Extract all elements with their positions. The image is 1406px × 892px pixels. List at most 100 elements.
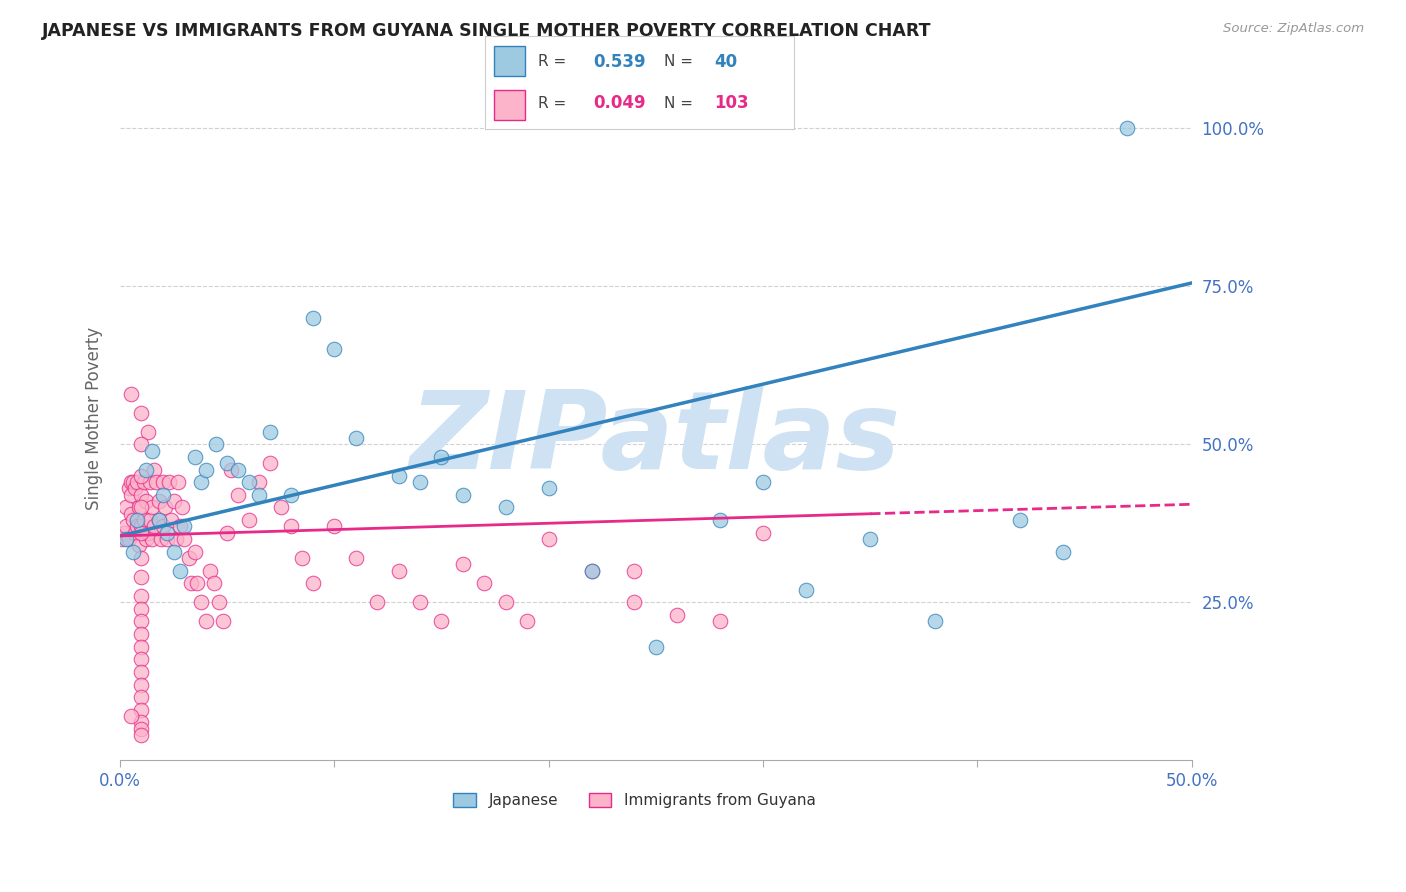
Point xyxy=(156,525,179,540)
Point xyxy=(148,513,170,527)
Point xyxy=(409,595,432,609)
Point xyxy=(184,450,207,464)
Point xyxy=(409,475,432,490)
Point xyxy=(709,513,731,527)
Point xyxy=(131,468,153,483)
Point xyxy=(128,538,150,552)
Point xyxy=(131,665,153,679)
Point xyxy=(212,614,235,628)
Point xyxy=(186,576,208,591)
Point xyxy=(131,703,153,717)
Point xyxy=(302,310,325,325)
Point xyxy=(430,450,453,464)
Point xyxy=(302,576,325,591)
Point xyxy=(131,488,153,502)
Point xyxy=(120,488,142,502)
Point xyxy=(451,488,474,502)
Point xyxy=(136,425,159,439)
Point xyxy=(139,513,162,527)
Point xyxy=(280,488,302,502)
Point xyxy=(1010,513,1032,527)
Point xyxy=(537,532,560,546)
Point xyxy=(143,519,166,533)
Point xyxy=(173,519,195,533)
Point xyxy=(644,640,666,654)
Point xyxy=(366,595,388,609)
Point xyxy=(120,507,142,521)
Point xyxy=(162,545,184,559)
Text: N =: N = xyxy=(665,95,699,111)
Point xyxy=(495,500,517,515)
Point xyxy=(152,475,174,490)
Point xyxy=(131,627,153,641)
Point xyxy=(120,709,142,723)
Point xyxy=(238,513,260,527)
Point xyxy=(117,532,139,546)
FancyBboxPatch shape xyxy=(495,90,526,120)
Point xyxy=(143,462,166,476)
Point xyxy=(156,532,179,546)
Point xyxy=(226,462,249,476)
Point xyxy=(430,614,453,628)
Point xyxy=(145,475,167,490)
Point xyxy=(115,532,138,546)
Point xyxy=(752,475,775,490)
Point xyxy=(323,519,346,533)
Point xyxy=(152,519,174,533)
Point xyxy=(135,462,157,476)
Point xyxy=(516,614,538,628)
Text: ZIPatlas: ZIPatlas xyxy=(411,386,901,492)
Text: 0.049: 0.049 xyxy=(593,95,645,112)
Point xyxy=(190,475,212,490)
Point xyxy=(859,532,882,546)
Point xyxy=(141,532,163,546)
Point xyxy=(194,614,217,628)
Point xyxy=(259,456,281,470)
Point xyxy=(124,482,146,496)
Text: 0.539: 0.539 xyxy=(593,53,645,70)
Point xyxy=(131,715,153,730)
Point xyxy=(194,462,217,476)
Point xyxy=(1052,545,1074,559)
Point xyxy=(127,475,149,490)
Point xyxy=(247,475,270,490)
Point xyxy=(131,525,153,540)
Point xyxy=(135,532,157,546)
Point xyxy=(537,482,560,496)
Text: R =: R = xyxy=(537,95,571,111)
Point xyxy=(121,513,143,527)
Point xyxy=(166,475,188,490)
Point xyxy=(131,406,153,420)
Point xyxy=(217,525,239,540)
Point xyxy=(173,532,195,546)
Point xyxy=(131,652,153,666)
Point xyxy=(127,519,149,533)
Point xyxy=(131,690,153,705)
Point xyxy=(1116,121,1139,136)
Point xyxy=(388,564,411,578)
Point xyxy=(180,576,202,591)
Point xyxy=(217,456,239,470)
Text: 40: 40 xyxy=(714,53,737,70)
Point xyxy=(162,494,184,508)
Point xyxy=(115,519,138,533)
Point xyxy=(131,589,153,603)
Point xyxy=(623,564,645,578)
Point xyxy=(121,545,143,559)
Point xyxy=(152,488,174,502)
Point xyxy=(136,525,159,540)
Point xyxy=(131,551,153,566)
Point xyxy=(623,595,645,609)
Point xyxy=(794,582,817,597)
Point xyxy=(148,494,170,508)
Point xyxy=(344,551,367,566)
Point xyxy=(117,482,139,496)
Point xyxy=(124,525,146,540)
Legend: Japanese, Immigrants from Guyana: Japanese, Immigrants from Guyana xyxy=(447,787,821,814)
Point xyxy=(149,532,172,546)
Point xyxy=(148,513,170,527)
Point xyxy=(291,551,314,566)
Point xyxy=(198,564,221,578)
Point xyxy=(202,576,225,591)
Text: N =: N = xyxy=(665,54,699,70)
